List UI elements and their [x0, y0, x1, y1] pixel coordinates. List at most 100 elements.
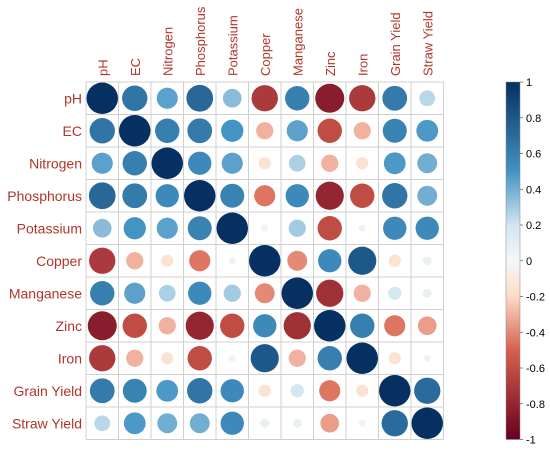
- corr-circle-ph-manganese: [285, 86, 310, 111]
- corr-circle-straw-yield-straw-yield: [411, 407, 443, 439]
- corr-circle-nitrogen-phosphorus: [188, 151, 212, 175]
- corr-circle-ec-straw-yield: [416, 119, 439, 142]
- corr-circle-grain-yield-iron: [356, 384, 369, 397]
- corr-circle-nitrogen-iron: [356, 157, 369, 170]
- corr-circle-ph-potassium: [222, 88, 242, 108]
- corr-circle-iron-copper: [250, 344, 279, 373]
- row-label: Zinc: [56, 318, 82, 334]
- column-label: Zinc: [323, 51, 338, 76]
- corr-circle-ph-zinc: [315, 83, 345, 113]
- column-label: Manganese: [290, 8, 305, 76]
- corr-circle-grain-yield-phosphorus: [187, 378, 213, 404]
- corr-circle-copper-straw-yield: [422, 256, 432, 266]
- corr-circle-manganese-copper: [254, 283, 275, 304]
- corr-circle-manganese-ph: [90, 281, 115, 306]
- column-label: pH: [95, 59, 110, 76]
- colorbar-tick-label: 0.6: [526, 149, 541, 161]
- corr-circle-manganese-ec: [124, 282, 146, 304]
- corr-circle-straw-yield-ec: [123, 412, 146, 435]
- corr-circle-nitrogen-grain-yield: [383, 152, 406, 175]
- corr-circle-zinc-manganese: [283, 312, 311, 340]
- corr-circle-zinc-ph: [87, 311, 117, 341]
- row-label: Straw Yield: [12, 415, 82, 431]
- corr-circle-phosphorus-potassium: [220, 183, 245, 208]
- corr-circle-potassium-zinc: [317, 216, 342, 241]
- corr-circle-nitrogen-straw-yield: [417, 153, 438, 174]
- corr-circle-iron-phosphorus: [187, 346, 212, 371]
- corr-circle-ph-copper: [251, 85, 278, 112]
- corr-circle-ph-ec: [122, 85, 148, 111]
- corr-circle-nitrogen-copper: [258, 157, 271, 170]
- corr-circle-manganese-potassium: [223, 284, 241, 302]
- colorbar-tick-label: 0: [526, 256, 532, 268]
- corr-circle-phosphorus-phosphorus: [184, 180, 216, 212]
- colorbar-tick-label: 0.2: [526, 220, 541, 232]
- corr-circle-ph-phosphorus: [186, 84, 214, 112]
- column-labels: pH EC Nitrogen Phosphorus Potassium Copper Man…: [95, 6, 435, 76]
- corr-circle-straw-yield-grain-yield: [381, 410, 408, 437]
- corr-circle-manganese-phosphorus: [188, 281, 212, 305]
- colorbar-tick-label: -0.6: [526, 363, 545, 375]
- corr-circle-zinc-iron: [350, 313, 375, 338]
- corr-circle-nitrogen-zinc: [321, 154, 339, 172]
- corr-circle-copper-grain-yield: [388, 254, 401, 267]
- corr-circle-grain-yield-nitrogen: [156, 379, 179, 402]
- corr-circle-grain-yield-zinc: [319, 380, 341, 402]
- corr-circle-potassium-ph: [92, 218, 112, 238]
- corr-circle-zinc-copper: [253, 314, 277, 338]
- row-label: Iron: [58, 350, 82, 366]
- row-label: pH: [64, 90, 82, 106]
- corr-circle-copper-manganese: [287, 250, 308, 271]
- corr-circle-potassium-manganese: [288, 219, 306, 237]
- corr-circle-straw-yield-potassium: [220, 411, 244, 435]
- column-label: Straw Yield: [420, 11, 435, 76]
- correlation-circles: [86, 82, 443, 439]
- corr-circle-zinc-phosphorus: [185, 311, 214, 340]
- corr-circle-phosphorus-straw-yield: [417, 185, 438, 206]
- corr-circle-iron-potassium: [228, 354, 236, 362]
- corr-circle-ec-iron: [353, 122, 371, 140]
- corr-circle-grain-yield-manganese: [290, 384, 304, 398]
- corr-circle-manganese-straw-yield: [422, 288, 432, 298]
- corr-circle-nitrogen-ph: [91, 152, 113, 174]
- corr-circle-straw-yield-phosphorus: [189, 413, 210, 434]
- corr-circle-copper-nitrogen: [161, 254, 174, 267]
- corr-circle-potassium-phosphorus: [187, 216, 212, 241]
- row-label: Nitrogen: [29, 155, 82, 171]
- row-label: EC: [63, 123, 82, 139]
- corr-circle-manganese-nitrogen: [158, 284, 176, 302]
- corr-circle-zinc-zinc: [314, 310, 346, 342]
- corr-circle-straw-yield-nitrogen: [157, 413, 178, 434]
- corr-circle-potassium-nitrogen: [156, 217, 178, 239]
- column-label: Iron: [355, 54, 370, 76]
- corr-circle-ec-phosphorus: [187, 118, 213, 144]
- corr-circle-copper-iron: [348, 246, 377, 275]
- column-label: EC: [128, 58, 143, 76]
- corr-circle-manganese-iron: [353, 284, 371, 302]
- colorbar-gradient: [505, 81, 521, 440]
- column-label: Potassium: [225, 15, 240, 76]
- corr-circle-straw-yield-manganese: [292, 418, 302, 428]
- corr-circle-ec-ph: [89, 118, 115, 144]
- corr-circle-potassium-copper: [261, 224, 269, 232]
- corr-circle-iron-iron: [346, 342, 378, 374]
- corr-circle-nitrogen-potassium: [221, 152, 243, 174]
- corr-circle-ec-ec: [119, 115, 151, 147]
- row-label: Potassium: [17, 220, 82, 236]
- corr-circle-nitrogen-nitrogen: [151, 147, 183, 179]
- grid: [85, 81, 444, 440]
- corr-circle-potassium-grain-yield: [383, 216, 407, 240]
- corr-circle-ec-potassium: [221, 119, 244, 142]
- corr-circle-iron-straw-yield: [423, 354, 431, 362]
- corr-circle-ec-manganese: [286, 120, 308, 142]
- corr-circle-ph-iron: [349, 85, 376, 112]
- corr-circle-phosphorus-grain-yield: [382, 183, 408, 209]
- corr-circle-nitrogen-manganese: [288, 154, 306, 172]
- colorbar-tick-label: -0.8: [526, 399, 545, 411]
- corr-circle-zinc-grain-yield: [384, 315, 406, 337]
- corr-circle-grain-yield-grain-yield: [379, 375, 411, 407]
- corr-circle-copper-ph: [89, 247, 116, 274]
- row-label: Copper: [36, 253, 82, 269]
- corr-circle-grain-yield-straw-yield: [414, 377, 441, 404]
